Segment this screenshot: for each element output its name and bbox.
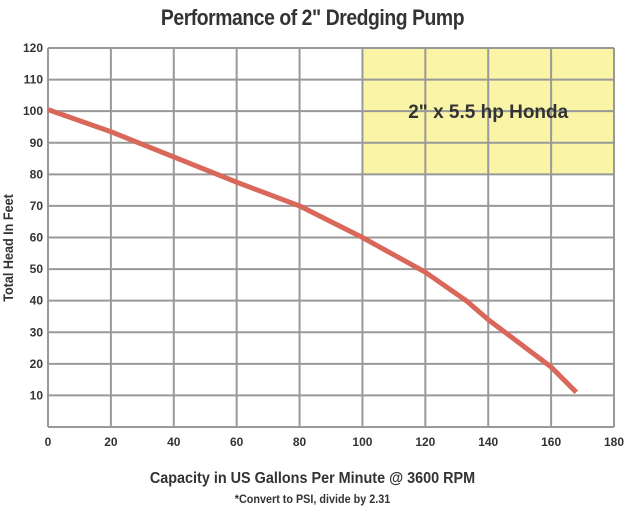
x-tick-label: 100 [352, 435, 372, 449]
chart-title: Performance of 2" Dredging Pump [160, 5, 465, 30]
y-tick-label: 120 [23, 41, 43, 55]
x-tick-label: 60 [230, 435, 244, 449]
x-tick-label: 180 [604, 435, 624, 449]
x-tick-label: 0 [45, 435, 52, 449]
y-tick-label: 100 [23, 104, 43, 118]
y-tick-label: 30 [30, 325, 44, 339]
x-axis-label: Capacity in US Gallons Per Minute @ 3600… [149, 470, 476, 487]
y-tick-label: 80 [30, 167, 44, 181]
x-tick-label: 20 [104, 435, 118, 449]
conversion-note: *Convert to PSI, divide by 2.31 [234, 492, 391, 506]
y-tick-label: 20 [30, 357, 44, 371]
y-tick-label: 70 [30, 199, 44, 213]
y-tick-label: 60 [30, 231, 44, 245]
annotation-label: 2" x 5.5 hp Honda [408, 102, 568, 123]
y-tick-label: 90 [30, 136, 44, 150]
x-tick-label: 80 [293, 435, 307, 449]
y-tick-label: 50 [30, 262, 44, 276]
x-tick-label: 40 [167, 435, 181, 449]
x-tick-label: 120 [415, 435, 435, 449]
y-tick-label: 110 [24, 73, 44, 87]
y-tick-label: 40 [30, 294, 44, 308]
y-tick-label: 10 [30, 388, 44, 402]
series-line [47, 107, 579, 395]
x-tick-label: 140 [478, 435, 498, 449]
x-tick-label: 160 [541, 435, 561, 449]
